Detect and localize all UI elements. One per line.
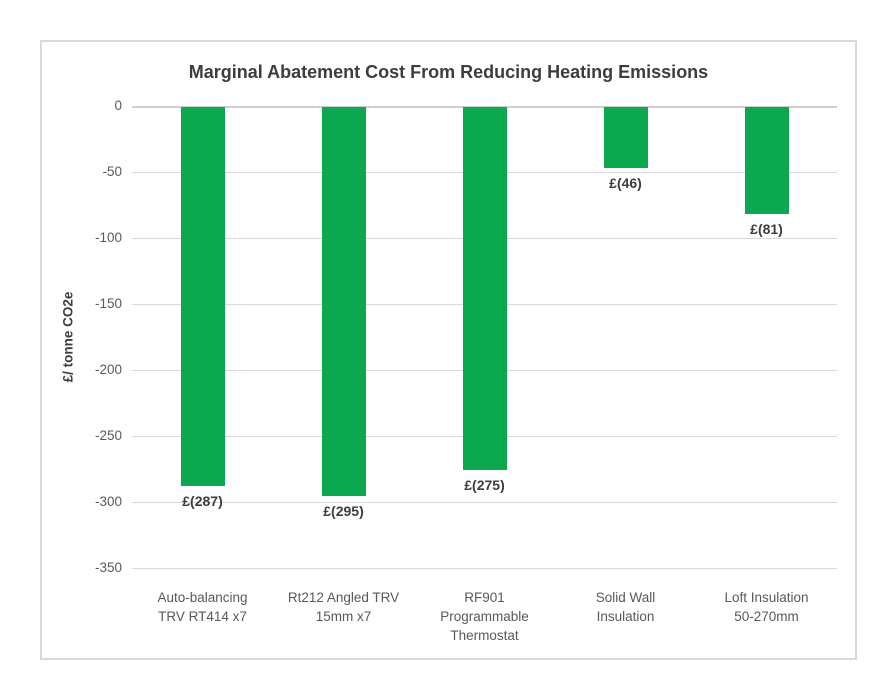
plot-area: £(287) £(295) £(275) £(46) £(81) <box>132 106 837 569</box>
y-tick-label: -200 <box>94 362 122 377</box>
y-tick-label: 0 <box>114 98 122 113</box>
y-tick-label: -300 <box>94 494 122 509</box>
bar-2 <box>321 107 366 497</box>
gridline <box>132 501 837 503</box>
y-tick-label: -150 <box>94 296 122 311</box>
bar-5 <box>744 107 789 214</box>
bar-value-label: £(287) <box>182 492 223 509</box>
y-tick-label: -100 <box>94 230 122 245</box>
category-label: Rt212 Angled TRV 15mm x7 <box>287 590 400 625</box>
y-tick-label: -350 <box>94 560 122 575</box>
bar-value-label: £(295) <box>323 503 364 520</box>
y-tick-label: -50 <box>102 164 122 179</box>
category-label: Auto-balancing TRV RT414 x7 <box>157 590 248 625</box>
x-axis-labels: Auto-balancing TRV RT414 x7 Rt212 Angled … <box>132 588 837 645</box>
y-tick-label: -250 <box>94 428 122 443</box>
category-label: Solid Wall Insulation <box>595 590 656 625</box>
bar-value-label: £(275) <box>464 477 505 493</box>
category-label: RF901 Programmable Thermostat <box>440 590 529 644</box>
gridline <box>132 567 837 569</box>
category-label: Loft Insulation 50-270mm <box>724 590 809 625</box>
bar-1 <box>180 107 225 486</box>
chart-container: Marginal Abatement Cost From Reducing He… <box>40 40 857 660</box>
bar-value-label: £(46) <box>609 174 642 191</box>
bar-value-label: £(81) <box>750 220 783 237</box>
y-axis-ticks: 0 -50 -100 -150 -200 -250 -300 -350 <box>42 98 122 575</box>
bar-3 <box>462 107 507 470</box>
bar-4 <box>603 107 648 168</box>
chart-title: Marginal Abatement Cost From Reducing He… <box>188 62 709 82</box>
